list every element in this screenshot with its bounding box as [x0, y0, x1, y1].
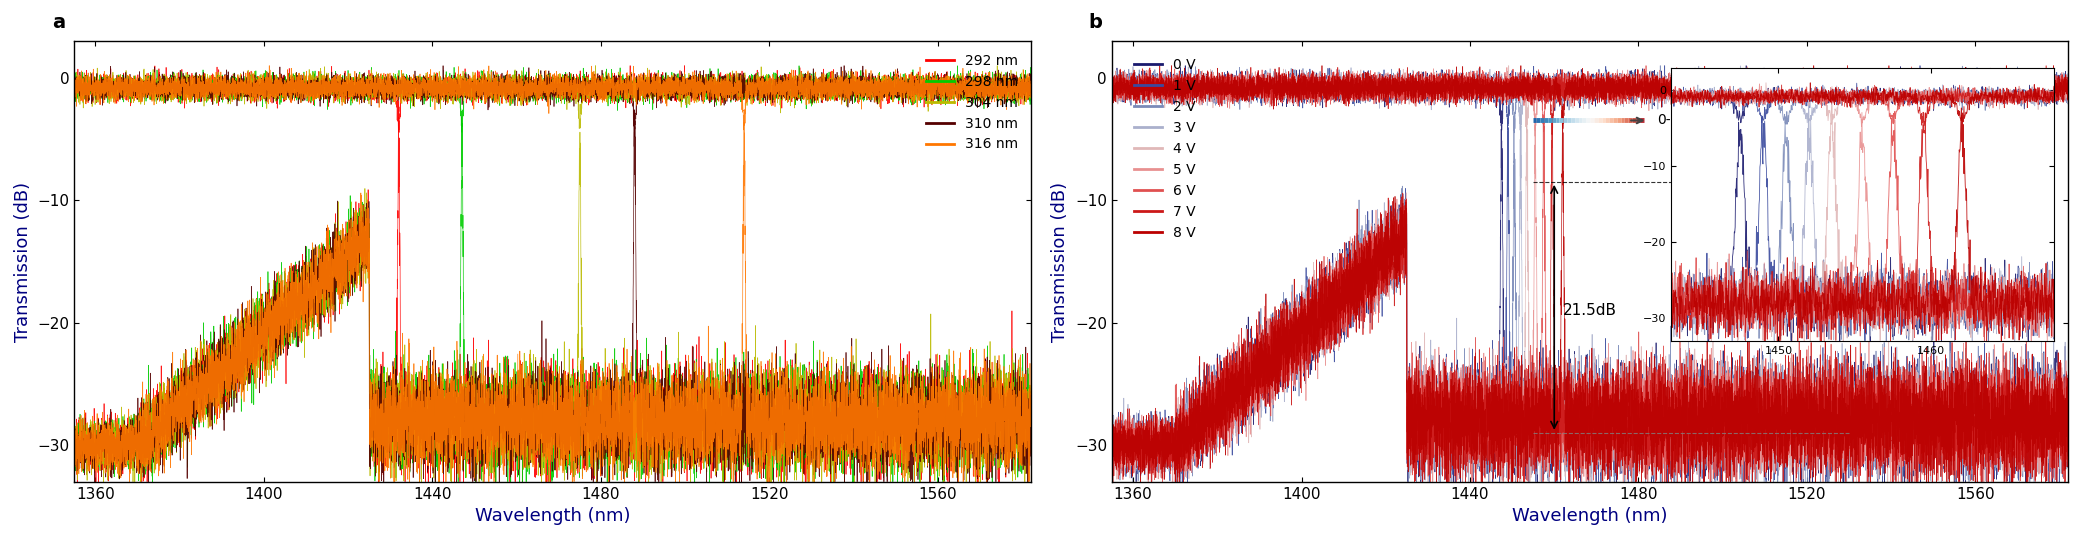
- Legend: 0 V, 1 V, 2 V, 3 V, 4 V, 5 V, 6 V, 7 V, 8 V: 0 V, 1 V, 2 V, 3 V, 4 V, 5 V, 6 V, 7 V, …: [1128, 52, 1201, 245]
- Text: 21.5dB: 21.5dB: [1564, 303, 1616, 318]
- Text: 0-8V: 0-8V: [1657, 114, 1689, 128]
- Y-axis label: Transmission (dB): Transmission (dB): [1051, 182, 1070, 342]
- Text: a: a: [52, 13, 65, 32]
- Text: b: b: [1089, 13, 1101, 32]
- Y-axis label: Transmission (dB): Transmission (dB): [15, 182, 31, 342]
- X-axis label: Wavelength (nm): Wavelength (nm): [475, 507, 631, 525]
- Legend: 292 nm, 298 nm, 304 nm, 310 nm, 316 nm: 292 nm, 298 nm, 304 nm, 310 nm, 316 nm: [920, 48, 1024, 157]
- X-axis label: Wavelength (nm): Wavelength (nm): [1512, 507, 1668, 525]
